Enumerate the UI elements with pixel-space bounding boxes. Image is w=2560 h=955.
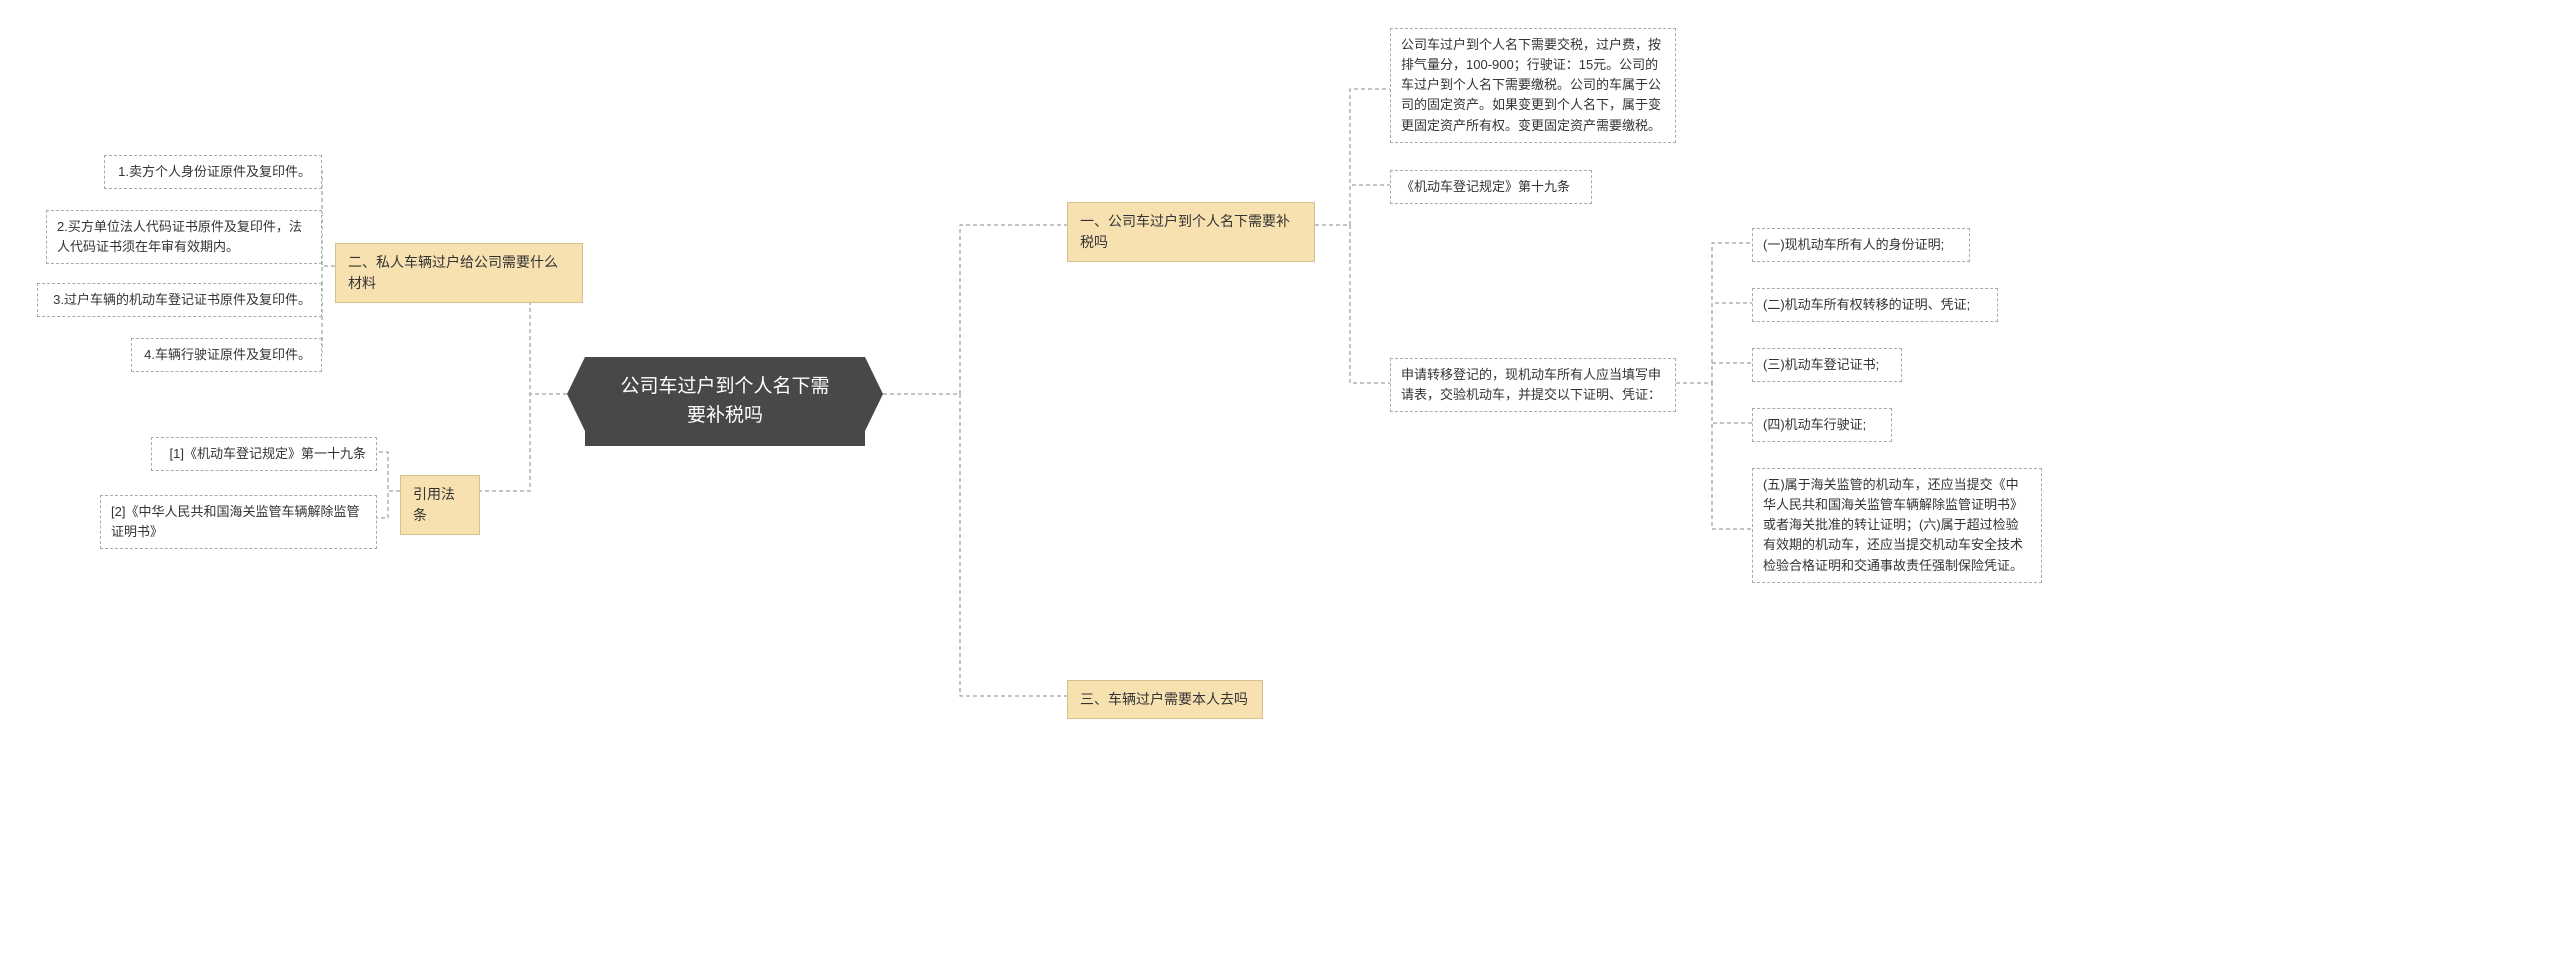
leaf-b2-c2[interactable]: 2.买方单位法人代码证书原件及复印件，法人代码证书须在年审有效期内。 [46, 210, 322, 264]
branch-1-line2: 税吗 [1080, 234, 1108, 250]
root-node[interactable]: 公司车过户到个人名下需 要补税吗 [585, 357, 865, 446]
leaf-b2-c4[interactable]: 4.车辆行驶证原件及复印件。 [131, 338, 322, 372]
leaf-b2-c1[interactable]: 1.卖方个人身份证原件及复印件。 [104, 155, 322, 189]
leaf-b1-c3[interactable]: 申请转移登记的，现机动车所有人应当填写申请表，交验机动车，并提交以下证明、凭证： [1390, 358, 1676, 412]
leaf-b1-c2[interactable]: 《机动车登记规定》第十九条 [1390, 170, 1592, 204]
branch-2-line2: 材料 [348, 275, 376, 291]
leaf-ref-c2[interactable]: [2]《中华人民共和国海关监管车辆解除监管证明书》 [100, 495, 377, 549]
leaf-b1-c3-d5[interactable]: (五)属于海关监管的机动车，还应当提交《中华人民共和国海关监管车辆解除监管证明书… [1752, 468, 2042, 583]
leaf-b1-c3-d1[interactable]: (一)现机动车所有人的身份证明; [1752, 228, 1970, 262]
branch-section-3[interactable]: 三、车辆过户需要本人去吗 [1067, 680, 1263, 719]
root-line2: 要补税吗 [687, 405, 763, 426]
leaf-b1-c1[interactable]: 公司车过户到个人名下需要交税，过户费，按排气量分，100-900；行驶证：15元… [1390, 28, 1676, 143]
branch-section-2[interactable]: 二、私人车辆过户给公司需要什么 材料 [335, 243, 583, 303]
branch-2-line1: 二、私人车辆过户给公司需要什么 [348, 254, 558, 270]
branch-section-1[interactable]: 一、公司车过户到个人名下需要补 税吗 [1067, 202, 1315, 262]
leaf-b1-c3-d4[interactable]: (四)机动车行驶证; [1752, 408, 1892, 442]
root-line1: 公司车过户到个人名下需 [620, 376, 829, 397]
leaf-b2-c3[interactable]: 3.过户车辆的机动车登记证书原件及复印件。 [37, 283, 322, 317]
leaf-b1-c3-d3[interactable]: (三)机动车登记证书; [1752, 348, 1902, 382]
branch-references[interactable]: 引用法条 [400, 475, 480, 535]
branch-1-line1: 一、公司车过户到个人名下需要补 [1080, 213, 1290, 229]
connector-layer [0, 0, 2560, 955]
leaf-ref-c1[interactable]: [1]《机动车登记规定》第一十九条 [151, 437, 377, 471]
leaf-b1-c3-d2[interactable]: (二)机动车所有权转移的证明、凭证; [1752, 288, 1998, 322]
